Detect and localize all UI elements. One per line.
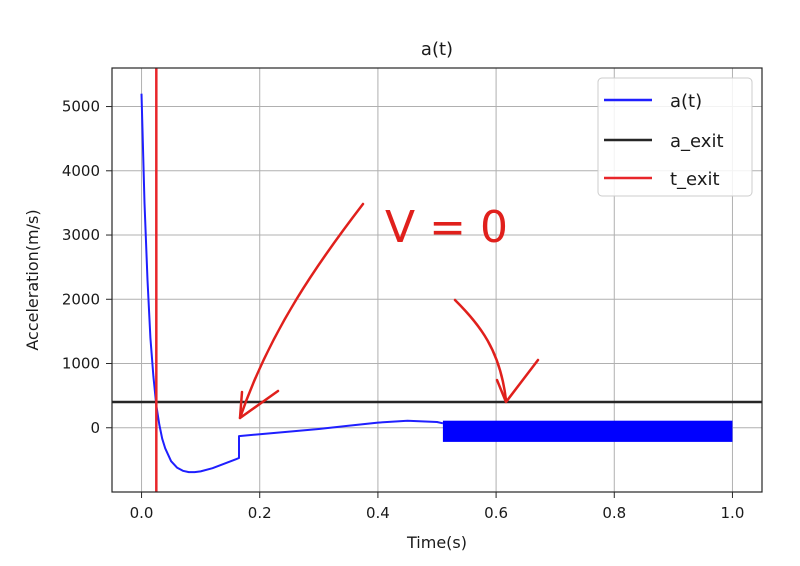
y-tick-label: 4000 [62,162,100,180]
y-tick-label: 3000 [62,226,100,244]
annotation-arrow-left-shaft [238,202,365,420]
x-tick-label: 0.8 [602,504,626,522]
legend-label-t-exit: t_exit [670,169,720,190]
axes-frame [111,67,763,493]
y-tick-label: 1000 [62,355,100,373]
legend-label-a-exit: a_exit [670,131,724,152]
legend-label-a-t: a(t) [670,91,702,112]
x-tick-label: 0.4 [366,504,390,522]
y-tick-label: 5000 [62,98,100,116]
annotation-arrow-right-shaft [453,298,508,402]
annotation-arrow-left-head [238,389,280,420]
plot-data [112,68,762,492]
series-a-t-oscillation-band [442,420,733,442]
y-tick-label: 2000 [62,290,100,308]
x-tick-label: 0.0 [130,504,154,522]
series-a-t-line [140,93,444,474]
axis-ticks: 0.0 0.2 0.4 0.6 0.8 1.0 0 1000 2000 3000 4000 5000 [62,98,745,522]
x-tick-label: 0.2 [248,504,272,522]
annotation-v-equals-zero: V = 0 [385,202,508,253]
y-axis-title: Acceleration(m/s) [23,209,42,350]
y-tick-label: 0 [90,419,100,437]
x-tick-label: 0.6 [484,504,508,522]
x-axis-title: Time(s) [406,533,467,552]
handwritten-annotations: V = 0 [238,202,540,420]
chart-title: a(t) [421,39,453,60]
annotation-arrow-right-head [495,358,540,404]
legend: a(t) a_exit t_exit [597,77,753,197]
legend-box [597,77,753,197]
x-tick-label: 1.0 [721,504,745,522]
